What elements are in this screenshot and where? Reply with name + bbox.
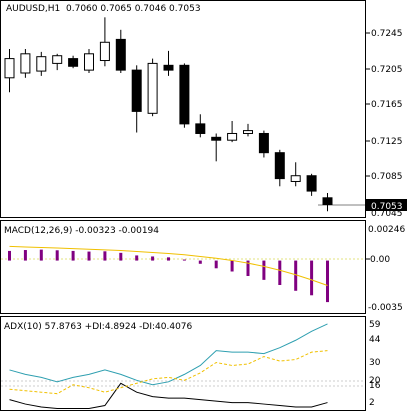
bull-candle [84,53,94,71]
price-tick-label: 0.7045 [371,209,403,219]
price-tick-label: 0.7125 [371,137,403,147]
macd-histogram-bar [182,259,186,261]
macd-tick-label: 0.00246 [368,225,405,235]
bear-candle [179,64,190,125]
adx-panel-frame [0,316,366,411]
macd-layer [8,245,329,303]
macd-histogram-bar [135,255,139,261]
bear-candle [195,123,206,134]
adx-tick-label: 20 [369,376,381,386]
bull-candle [147,62,158,114]
macd-histogram-bar [167,257,170,261]
price-tick-label: 0.7245 [371,29,403,39]
macd-panel-frame [0,220,366,314]
macd-tick-label: -0.0035 [368,303,403,313]
adx-line [9,323,328,386]
price-axis: 0.7245 0.7205 0.7165 0.7125 0.7085 0.704… [366,29,403,219]
macd-histogram-bar [294,260,298,291]
bear-candle [274,152,285,180]
bear-candle [131,69,142,112]
bull-candle [36,56,47,72]
macd-histogram-bar [23,250,27,261]
macd-signal-line [9,245,328,286]
bull-candle [52,55,63,64]
bear-candle [211,136,222,141]
bear-candle [115,38,126,71]
plus-di-line [9,382,328,410]
macd-histogram-bar [39,249,43,261]
ohlc-label: 0.7060 0.7065 0.7046 0.7053 [66,4,201,14]
macd-histogram-bar [198,260,202,264]
adx-layer [9,323,328,410]
price-tick-label: 0.7085 [371,172,403,182]
adx-tick-label: 2 [369,398,375,408]
bear-candle [306,175,317,192]
macd-histogram-bar [55,250,59,261]
bear-candle [258,132,269,154]
bull-candle [99,41,110,62]
adx-tick-label: 16 [369,381,381,391]
macd-histogram-bar [119,252,123,261]
macd-histogram-bar [246,260,250,276]
price-tick-label: 0.7165 [371,100,403,110]
minus-di-line [9,350,328,395]
macd-axis: 0.00246 0.00 -0.0035 [366,225,405,313]
bear-candle [68,58,79,67]
macd-title: MACD(12,26,9) -0.00323 -0.00194 [4,226,159,236]
bull-candle [243,130,253,134]
bull-candle [4,58,15,79]
bear-candle [163,64,174,71]
current-price-tag [366,199,407,211]
macd-tick-label: 0.00 [370,255,390,265]
macd-histogram-bar [214,260,218,269]
bull-candle [290,175,301,182]
macd-histogram-bar [310,260,314,296]
bear-candle [322,197,333,206]
bull-candle [20,53,31,74]
macd-histogram-bar [71,250,75,261]
adx-tick-label: 44 [369,335,381,345]
adx-title: ADX(10) 57.8763 +DI:4.8924 -DI:40.4076 [4,322,193,332]
bull-candle [227,132,238,141]
current-price-value: 0.7053 [371,202,403,212]
adx-tick-label: 30 [369,358,381,368]
price-panel-frame [0,0,366,218]
macd-histogram-bar [230,260,234,272]
candles-layer [4,17,333,212]
adx-axis: 59 44 30 20 16 2 [369,320,381,408]
macd-histogram-bar [326,260,329,303]
macd-histogram-bar [278,260,282,285]
macd-histogram-bar [8,250,11,261]
symbol-label: AUDUSD,H1 [6,4,60,14]
macd-histogram-bar [87,251,91,261]
macd-histogram-bar [262,260,266,280]
adx-tick-label: 59 [369,320,381,330]
macd-histogram-bar [151,256,155,261]
price-tick-label: 0.7205 [371,65,403,75]
macd-histogram-bar [103,251,107,261]
